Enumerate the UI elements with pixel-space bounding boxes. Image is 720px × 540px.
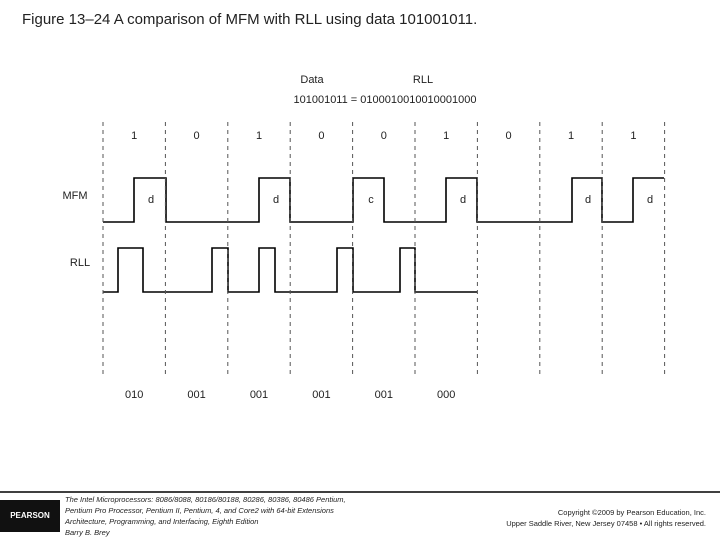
mfm-mark: d bbox=[647, 194, 653, 206]
bit-label: 1 bbox=[568, 130, 574, 142]
bit-label: 0 bbox=[318, 130, 324, 142]
mfm-mark: d bbox=[585, 194, 591, 206]
title: Figure 13–24 A comparison of MFM with RL… bbox=[22, 11, 477, 28]
book-line: The Intel Microprocessors: 8086/8088, 80… bbox=[65, 495, 346, 504]
book-line: Barry B. Brey bbox=[65, 528, 111, 537]
rll-group: 000 bbox=[437, 389, 455, 401]
book-line: Architecture, Programming, and Interfaci… bbox=[64, 517, 258, 526]
rll-group: 001 bbox=[375, 389, 393, 401]
bit-label: 1 bbox=[256, 130, 262, 142]
bit-label: 0 bbox=[506, 130, 512, 142]
logo: PEARSON bbox=[10, 511, 50, 520]
bit-label: 1 bbox=[630, 130, 636, 142]
rll-group: 001 bbox=[250, 389, 268, 401]
copyright-line: Upper Saddle River, New Jersey 07458 • A… bbox=[506, 519, 706, 528]
rll-waveform bbox=[103, 247, 477, 293]
rll-group: 001 bbox=[312, 389, 330, 401]
mfm-mark: c bbox=[368, 194, 374, 206]
bit-label: 1 bbox=[443, 130, 449, 142]
mfm-label: MFM bbox=[62, 190, 87, 202]
bit-label: 0 bbox=[194, 130, 200, 142]
bit-label: 1 bbox=[131, 130, 137, 142]
mfm-mark: d bbox=[460, 194, 466, 206]
rll-wave-label: RLL bbox=[70, 257, 90, 269]
logo-box bbox=[0, 500, 60, 532]
equation: 101001011 = 0100010010010001000 bbox=[293, 94, 476, 106]
rll-group: 010 bbox=[125, 389, 143, 401]
mfm-mark: d bbox=[148, 194, 154, 206]
rll-group: 001 bbox=[187, 389, 205, 401]
rll-label: RLL bbox=[413, 74, 433, 86]
mfm-waveform bbox=[103, 177, 664, 223]
copyright-line: Copyright ©2009 by Pearson Education, In… bbox=[558, 508, 706, 517]
bit-label: 0 bbox=[381, 130, 387, 142]
data-label: Data bbox=[300, 74, 324, 86]
book-line: Pentium Pro Processor, Pentium II, Penti… bbox=[65, 506, 334, 515]
mfm-mark: d bbox=[273, 194, 279, 206]
